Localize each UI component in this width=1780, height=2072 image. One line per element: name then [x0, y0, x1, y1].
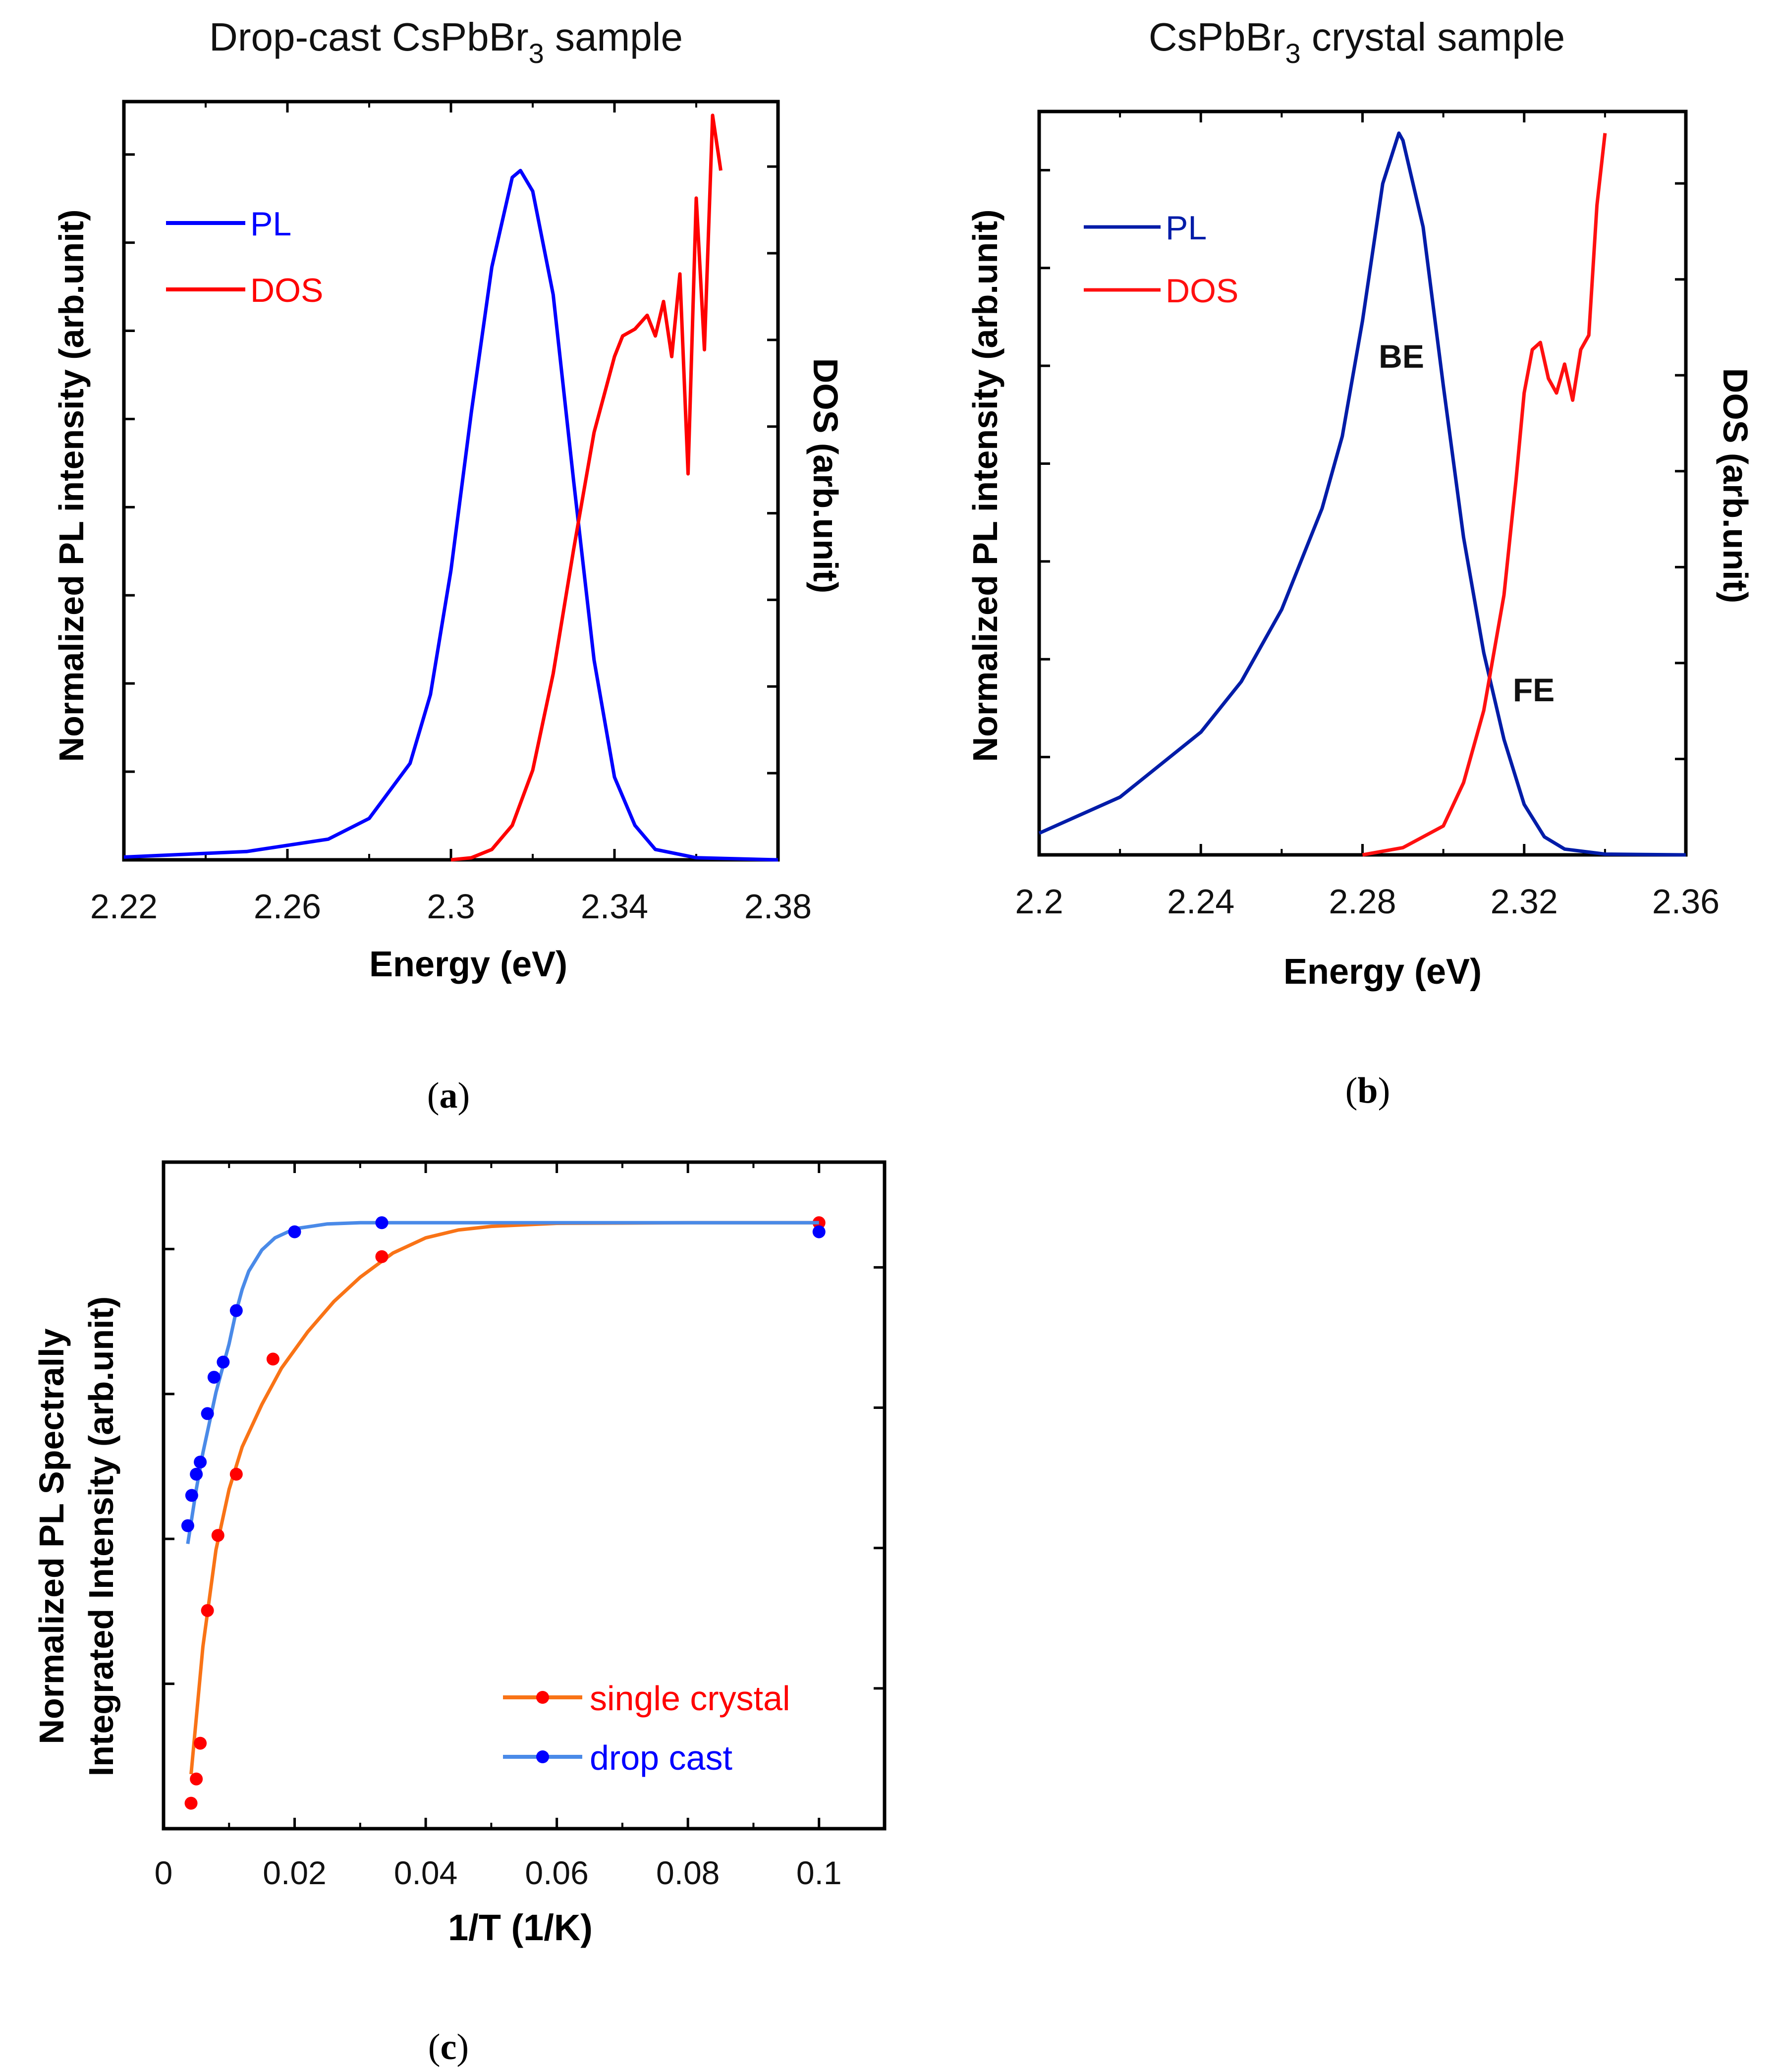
xlabel-c: 1/T (1/K) — [448, 1907, 593, 1948]
data-point-drop-cast — [190, 1467, 203, 1481]
x-tick-label-c: 0.08 — [656, 1854, 720, 1891]
legend-c: single crystal drop cast — [503, 1679, 790, 1777]
legend-label-dos-a: DOS — [250, 272, 323, 309]
series-line-pl-b — [1038, 131, 1686, 857]
xlabel-b: Energy (eV) — [1283, 952, 1482, 992]
y2label-a: DOS (arb.unit) — [806, 358, 845, 593]
x-tick-label-a: 2.26 — [254, 887, 321, 926]
annotation-fe: FE — [1513, 672, 1555, 708]
series-line-dos-a — [450, 113, 723, 862]
x-tick-label-b: 2.32 — [1491, 882, 1558, 921]
data-point-single-crystal — [184, 1796, 198, 1810]
ylabel-c-line1: Normalized PL Spectrally — [32, 1328, 71, 1744]
plot-frame-c — [162, 1160, 887, 1831]
legend-label-drop-cast: drop cast — [590, 1738, 732, 1777]
fit-line-drop-cast — [186, 1221, 819, 1544]
legend-marker-single-crystal — [536, 1691, 549, 1704]
title-a: Drop-cast CsPbBr3 sample — [209, 15, 683, 69]
data-point-drop-cast — [194, 1456, 207, 1469]
x-tick-label-c: 0 — [155, 1854, 173, 1891]
data-point-single-crystal — [375, 1250, 389, 1263]
xtick-labels-a: 2.22 2.26 2.3 2.34 2.38 — [90, 887, 812, 926]
panel-label-c: (c) — [428, 2027, 469, 2068]
x-tick-label-b: 2.24 — [1167, 882, 1234, 921]
series-b — [1038, 131, 1686, 857]
x-tick-label-b: 2.28 — [1329, 882, 1396, 921]
legend-label-pl-b: PL — [1166, 209, 1207, 247]
panel-c: 0 0.02 0.04 0.06 0.08 0.1 1/T (1/K) Normalize… — [32, 1160, 887, 2068]
y2label-b: DOS (arb.unit) — [1716, 368, 1755, 603]
x-tick-label-b: 2.36 — [1652, 882, 1720, 921]
plot-frame-a — [122, 100, 780, 862]
panel-b: CsPbBr3 crystal sample 2.2 2.24 2.28 2.32 2.… — [966, 15, 1755, 1111]
panel-label-a: (a) — [427, 1075, 470, 1116]
ylabel-c-line2: Integrated Intensity (arb.unit) — [82, 1296, 120, 1776]
data-point-drop-cast — [217, 1355, 230, 1369]
data-point-single-crystal — [211, 1529, 224, 1542]
legend-label-dos-b: DOS — [1166, 272, 1238, 310]
x-tick-label-a: 2.22 — [90, 887, 158, 926]
legend-a: PL DOS — [166, 205, 323, 309]
data-point-drop-cast — [812, 1225, 826, 1238]
ylabel-a: Normalized PL intensity (arb.unit) — [52, 210, 91, 762]
data-point-drop-cast — [207, 1371, 221, 1384]
legend-b: PL DOS — [1084, 209, 1238, 310]
x-tick-label-a: 2.34 — [581, 887, 648, 926]
data-point-drop-cast — [375, 1216, 389, 1230]
fit-line-single-crystal — [189, 1221, 819, 1775]
ticks-b — [1038, 112, 1687, 855]
annotation-be: BE — [1379, 338, 1424, 375]
data-point-single-crystal — [266, 1352, 279, 1366]
ylabel-b: Normalized PL intensity (arb.unit) — [966, 210, 1004, 762]
plot-frame-b — [1037, 110, 1688, 857]
x-tick-label-a: 2.3 — [427, 887, 475, 926]
data-point-single-crystal — [194, 1736, 207, 1750]
data-point-single-crystal — [201, 1604, 214, 1617]
ticks-a — [122, 102, 779, 860]
data-point-drop-cast — [181, 1519, 194, 1532]
data-point-drop-cast — [201, 1407, 214, 1420]
legend-label-single-crystal: single crystal — [590, 1679, 790, 1718]
x-tick-label-c: 0.04 — [394, 1854, 457, 1891]
data-point-single-crystal — [812, 1216, 826, 1230]
data-point-drop-cast — [288, 1225, 301, 1238]
x-tick-label-b: 2.2 — [1015, 882, 1063, 921]
data-point-drop-cast — [185, 1489, 198, 1502]
data-point-single-crystal — [229, 1467, 243, 1481]
series-c — [181, 1216, 826, 1810]
series-line-pl-a — [123, 168, 779, 862]
data-point-single-crystal — [190, 1772, 203, 1786]
series-a — [123, 113, 779, 862]
xtick-labels-b: 2.2 2.24 2.28 2.32 2.36 — [1015, 882, 1720, 921]
x-tick-label-c: 0.1 — [796, 1854, 842, 1891]
xtick-labels-c: 0 0.02 0.04 0.06 0.08 0.1 — [155, 1854, 842, 1891]
series-line-dos-b — [1362, 133, 1607, 857]
xlabel-a: Energy (eV) — [369, 945, 567, 984]
ticks-c — [162, 1162, 885, 1829]
data-point-drop-cast — [229, 1304, 243, 1317]
legend-label-pl-a: PL — [250, 205, 291, 243]
x-tick-label-c: 0.02 — [263, 1854, 326, 1891]
legend-marker-drop-cast — [536, 1750, 549, 1763]
panel-a: Drop-cast CsPbBr3 sample 2.22 2.26 2.3 2.34… — [52, 15, 845, 1116]
x-tick-label-c: 0.06 — [525, 1854, 588, 1891]
title-b: CsPbBr3 crystal sample — [1149, 15, 1565, 69]
x-tick-label-a: 2.38 — [744, 887, 812, 926]
panel-label-b: (b) — [1345, 1070, 1390, 1111]
